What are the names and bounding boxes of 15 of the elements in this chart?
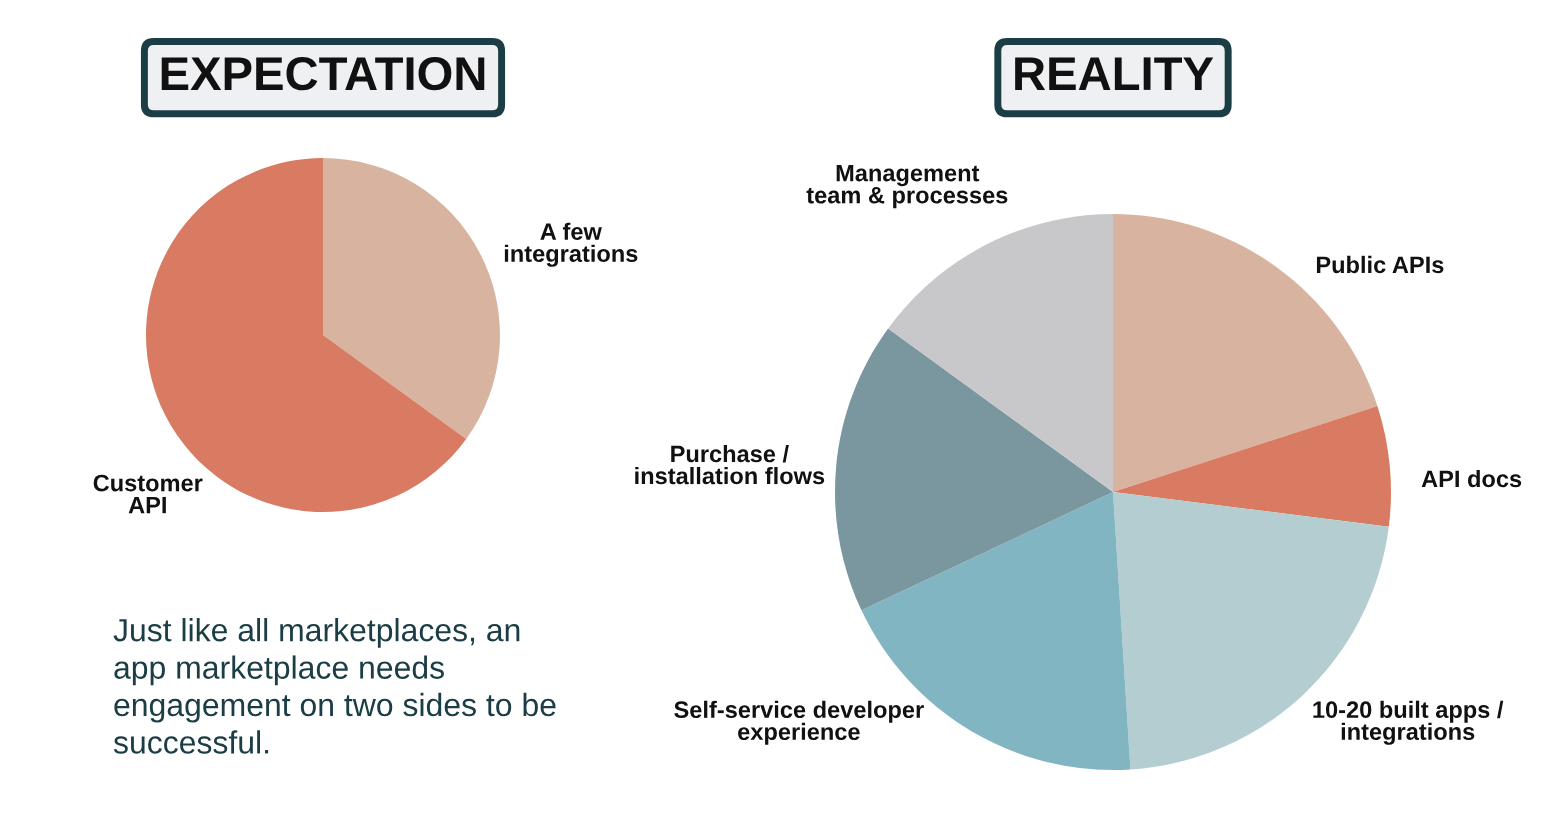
- chart-title: EXPECTATION: [161, 56, 485, 91]
- slice-label: Public APIs: [1316, 255, 1444, 274]
- slice-label: A few integrations: [504, 222, 638, 267]
- text: Just like all marketplaces, an app marketplace needs engagement on two sides to be successful.: [113, 618, 556, 754]
- slice-label: API docs: [1421, 469, 1522, 488]
- slice-label: 10-20 built apps / integrations: [1313, 700, 1504, 745]
- pie-slice: [888, 214, 1113, 492]
- pie-slice: [835, 328, 1113, 611]
- slice-label: Customer API: [93, 474, 203, 514]
- pie-slice: [323, 158, 500, 440]
- slice-label: Purchase / installation flows: [635, 444, 825, 485]
- pie-slice: [1113, 406, 1391, 527]
- chart-title: REALITY: [1015, 57, 1214, 90]
- slice-label: Self-service developer experience: [674, 700, 924, 745]
- slice-label: Management team & processes: [806, 164, 1008, 209]
